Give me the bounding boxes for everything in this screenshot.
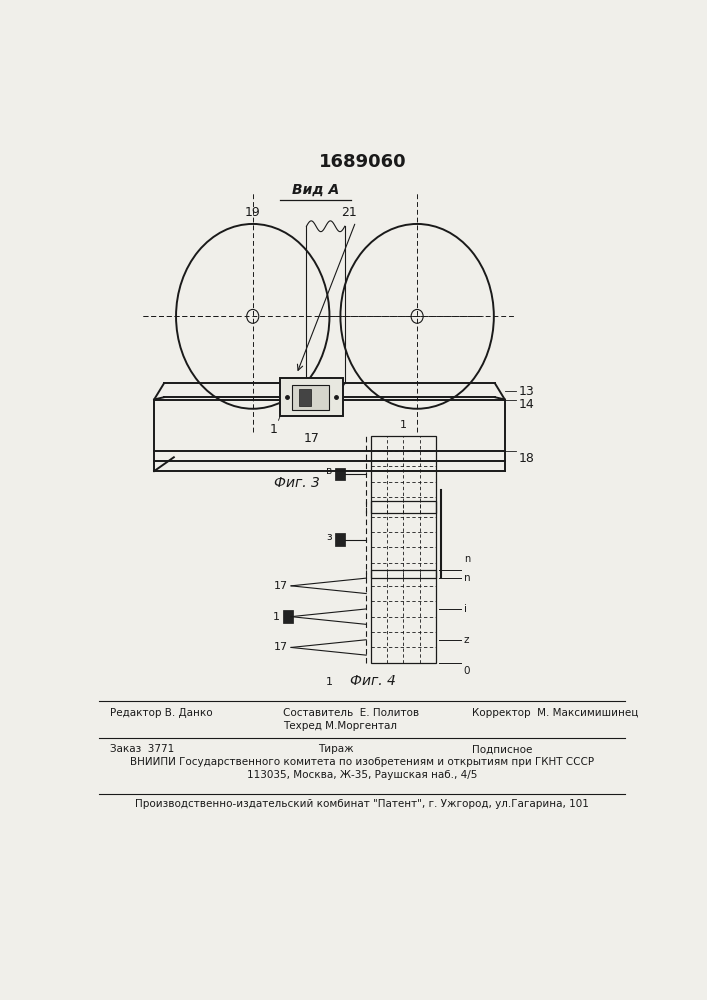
- Text: 14: 14: [518, 398, 534, 411]
- Text: ВНИИПИ Государственного комитета по изобретениям и открытиям при ГКНТ СССР: ВНИИПИ Государственного комитета по изоб…: [130, 757, 595, 767]
- Text: 13: 13: [518, 385, 534, 398]
- Text: Заказ  3771: Заказ 3771: [110, 744, 175, 754]
- Bar: [335, 533, 345, 546]
- Text: Техред М.Моргентал: Техред М.Моргентал: [283, 721, 397, 731]
- Text: Производственно-издательский комбинат "Патент", г. Ужгород, ул.Гагарина, 101: Производственно-издательский комбинат "П…: [136, 799, 589, 809]
- Text: Тираж: Тираж: [319, 744, 354, 754]
- Text: n: n: [464, 573, 470, 583]
- Text: Фиг. 3: Фиг. 3: [274, 476, 320, 490]
- Text: 21: 21: [341, 206, 357, 219]
- Text: 0: 0: [464, 666, 470, 676]
- Bar: [299, 389, 311, 406]
- Bar: [370, 436, 436, 513]
- Text: 1689060: 1689060: [319, 153, 406, 171]
- Text: i: i: [464, 604, 467, 614]
- Text: 17: 17: [274, 581, 288, 591]
- Bar: [335, 468, 345, 480]
- Text: Составитель  Е. Политов: Составитель Е. Политов: [283, 708, 419, 718]
- Text: 1: 1: [269, 423, 277, 436]
- Text: 1: 1: [273, 612, 280, 622]
- Text: з: з: [327, 532, 332, 542]
- Text: 17: 17: [274, 642, 288, 652]
- Bar: [280, 378, 343, 416]
- Text: 19: 19: [245, 206, 260, 219]
- Bar: [284, 610, 293, 623]
- Text: n: n: [464, 554, 470, 564]
- Text: 1: 1: [326, 677, 333, 687]
- Text: 1: 1: [400, 420, 407, 430]
- Text: 18: 18: [518, 452, 534, 465]
- Bar: [370, 570, 436, 663]
- Text: 17: 17: [304, 432, 320, 445]
- Bar: [292, 385, 329, 410]
- Text: Редактор В. Данко: Редактор В. Данко: [110, 708, 213, 718]
- Text: в: в: [326, 466, 332, 476]
- Text: 113035, Москва, Ж-35, Раушская наб., 4/5: 113035, Москва, Ж-35, Раушская наб., 4/5: [247, 770, 477, 780]
- Text: Фиг. 4: Фиг. 4: [351, 674, 396, 688]
- Bar: [370, 501, 436, 578]
- Text: Вид А: Вид А: [292, 183, 339, 197]
- Text: Корректор  М. Максимишинец: Корректор М. Максимишинец: [472, 708, 638, 718]
- Text: z: z: [464, 635, 469, 645]
- Text: Подписное: Подписное: [472, 744, 532, 754]
